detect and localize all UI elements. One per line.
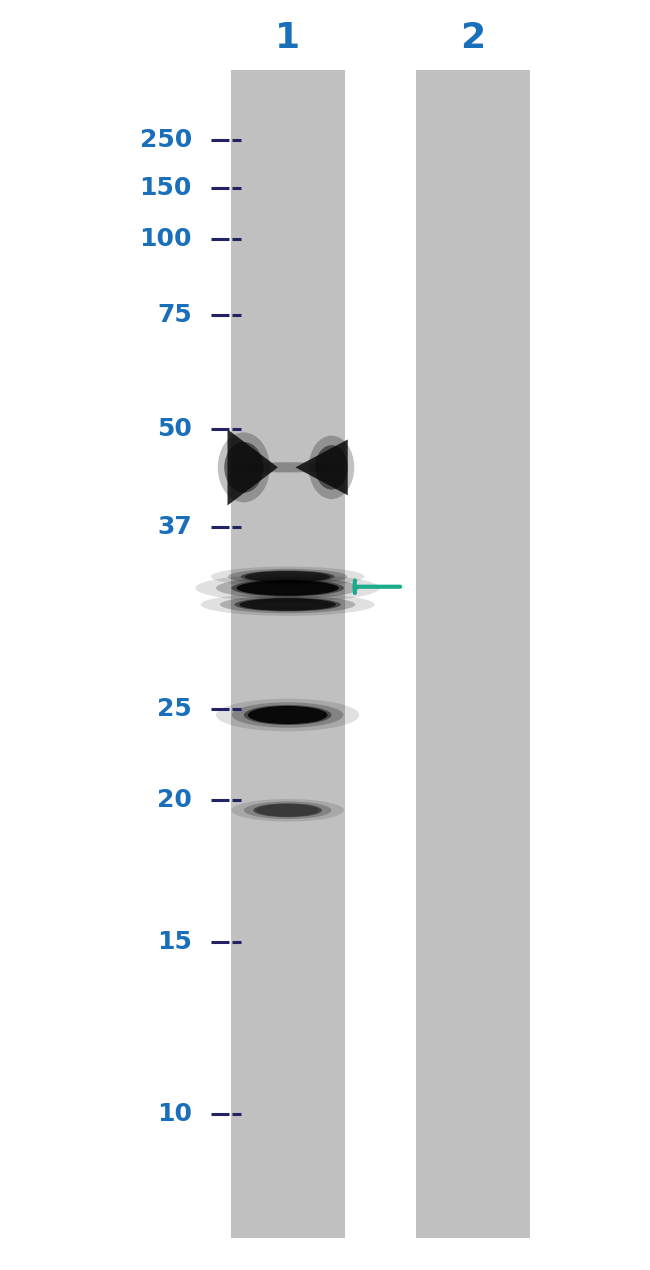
Text: 2: 2	[460, 22, 486, 55]
Ellipse shape	[248, 706, 328, 724]
Ellipse shape	[240, 570, 335, 583]
Text: 37: 37	[157, 516, 192, 538]
Text: 150: 150	[139, 177, 192, 199]
Ellipse shape	[244, 705, 332, 725]
Ellipse shape	[231, 579, 344, 597]
Polygon shape	[295, 439, 348, 495]
Ellipse shape	[201, 593, 374, 616]
Bar	[416, 70, 530, 1238]
Ellipse shape	[233, 462, 342, 472]
Ellipse shape	[196, 574, 380, 602]
Ellipse shape	[231, 799, 344, 822]
Ellipse shape	[235, 598, 341, 611]
Ellipse shape	[245, 572, 330, 582]
Text: 75: 75	[157, 304, 192, 326]
Ellipse shape	[244, 801, 332, 819]
Text: 250: 250	[140, 128, 192, 151]
Ellipse shape	[218, 432, 270, 502]
Text: 25: 25	[157, 697, 192, 720]
Text: 10: 10	[157, 1102, 192, 1125]
Ellipse shape	[254, 804, 322, 817]
Text: 20: 20	[157, 789, 192, 812]
Text: 50: 50	[157, 418, 192, 441]
Polygon shape	[227, 429, 278, 505]
Ellipse shape	[239, 598, 336, 611]
Ellipse shape	[237, 580, 339, 596]
Ellipse shape	[216, 698, 359, 732]
Ellipse shape	[224, 442, 263, 493]
Ellipse shape	[216, 578, 359, 598]
Bar	[231, 70, 344, 1238]
Ellipse shape	[211, 566, 365, 587]
Text: 15: 15	[157, 931, 192, 954]
Ellipse shape	[232, 702, 343, 728]
Text: 1: 1	[275, 22, 300, 55]
Ellipse shape	[228, 569, 347, 584]
Ellipse shape	[256, 804, 319, 817]
Text: 100: 100	[139, 227, 192, 250]
Ellipse shape	[309, 436, 354, 499]
Ellipse shape	[315, 446, 348, 490]
Ellipse shape	[220, 596, 356, 613]
